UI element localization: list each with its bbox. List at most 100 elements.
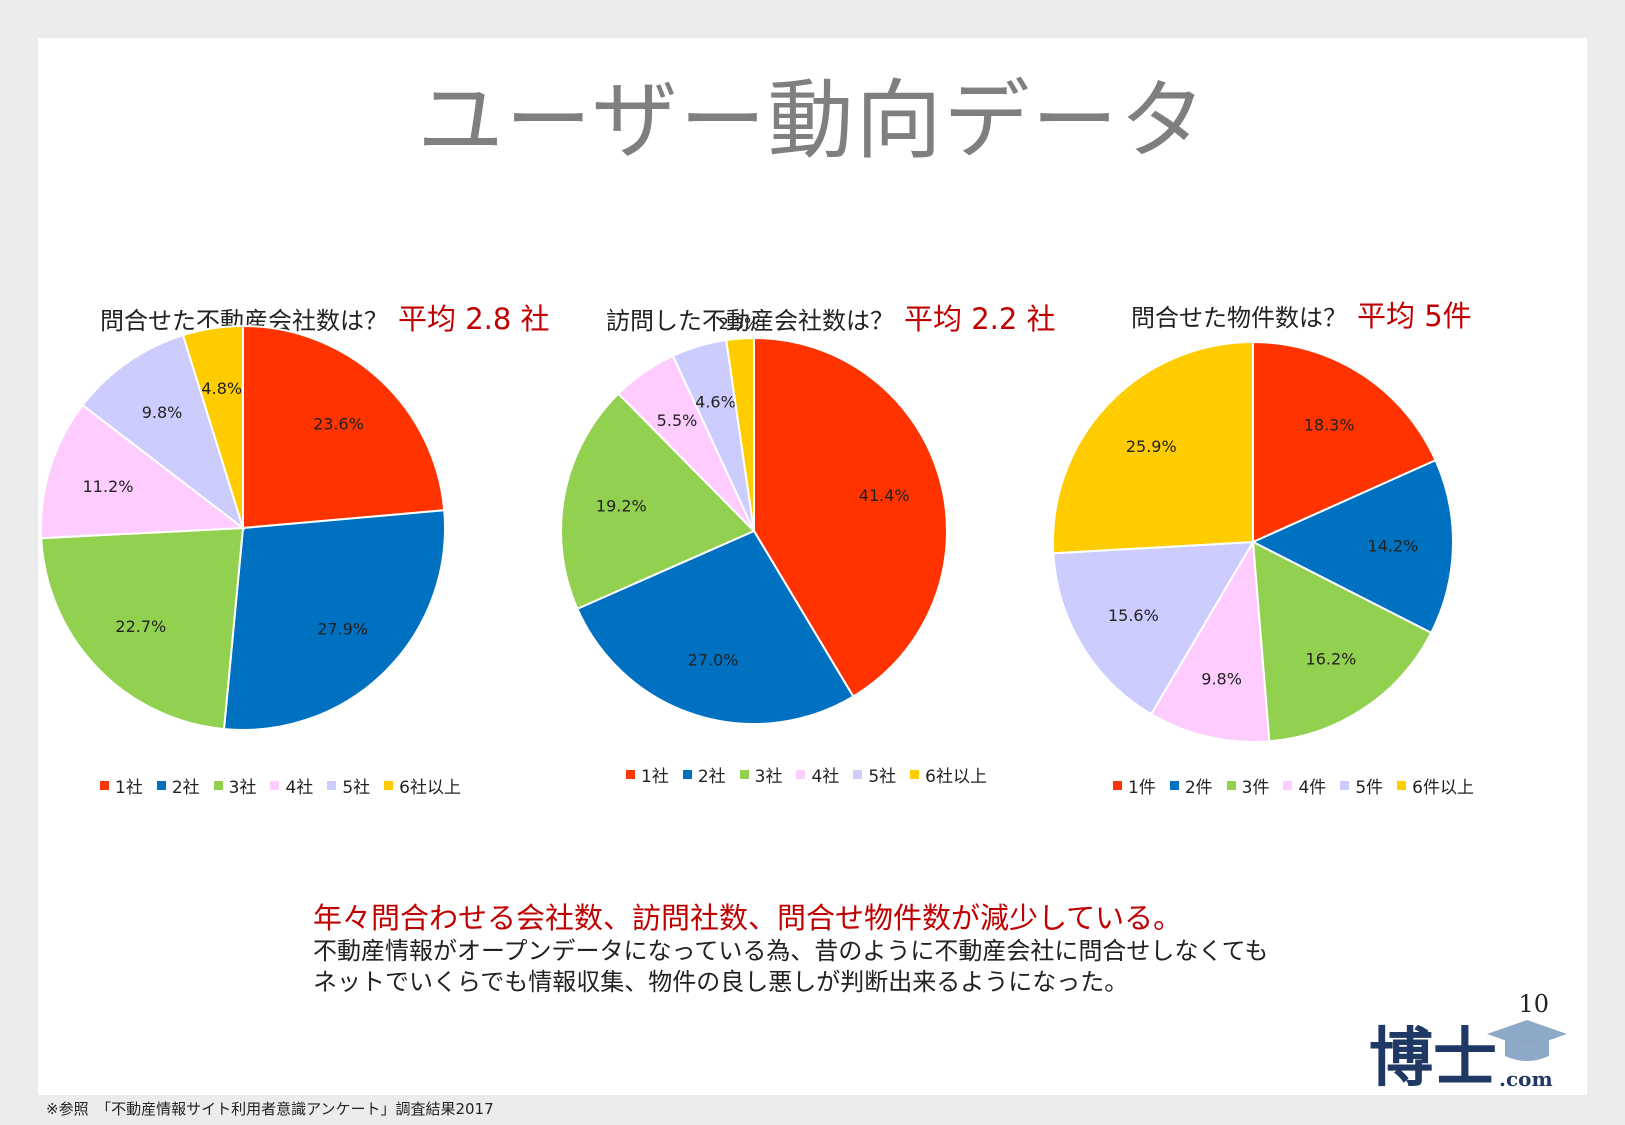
chart-3-slice-2 — [1250, 458, 1454, 635]
chart-2-legend-item-2: 2社 — [682, 762, 726, 787]
chart-1-slice-4 — [40, 403, 246, 540]
chart-2-data-label-6: 2.3% — [719, 314, 760, 333]
chart-2-legend-item-1: 1社 — [626, 762, 669, 787]
chart-1-legend-label-2: 2社 — [171, 778, 200, 798]
chart-1-data-label-2: 27.9% — [317, 619, 368, 638]
chart-1-average: 平均 2.8 社 — [398, 302, 550, 336]
chart-3-slice-4 — [1149, 538, 1271, 743]
chart-3-legend-item-4: 4件 — [1283, 773, 1326, 798]
chart-2-average: 平均 2.2 社 — [904, 302, 1056, 336]
chart-3-legend-label-6: 6件以上 — [1412, 778, 1474, 798]
chart-2-legend-swatch-6 — [910, 770, 920, 779]
chart-3-average: 平均 5件 — [1357, 299, 1472, 333]
chart-1-slice-6 — [181, 324, 244, 529]
chart-1-legend-swatch-2 — [156, 781, 166, 790]
chart-2-legend-swatch-2 — [682, 770, 692, 779]
chart-1-legend-swatch-5 — [327, 781, 337, 790]
chart-1-legend-swatch-4 — [270, 781, 280, 790]
chart-1-legend-swatch-6 — [384, 781, 394, 790]
chart-1-legend-label-1: 1社 — [115, 778, 143, 798]
chart-1-legend-item-5: 5社 — [327, 773, 370, 798]
chart-3-slice-1 — [1252, 340, 1437, 544]
chart-1-legend-item-2: 2社 — [156, 773, 200, 798]
chart-2-slice-3 — [560, 392, 756, 611]
chart-2-legend-swatch-1 — [626, 770, 635, 779]
chart-1-legend-swatch-1 — [100, 781, 109, 790]
chart-3-legend-swatch-3 — [1226, 781, 1236, 790]
chart-1-slice-2 — [222, 509, 446, 731]
chart-3-slice-5 — [1052, 540, 1255, 716]
chart-3-data-label-1: 18.3% — [1304, 416, 1355, 435]
chart-1-legend-item-3: 3社 — [213, 773, 256, 798]
chart-2-data-label-1: 41.4% — [859, 486, 910, 505]
chart-1-pie: 23.6% 27.9% 22.7% 11.2% 9.8% 4.8% — [40, 324, 446, 731]
chart-2-heading: 訪問した不動産会社数は？ 平均 2.2 社 — [606, 296, 1056, 338]
chart-3-legend-swatch-6 — [1397, 781, 1407, 790]
chart-2-legend-label-4: 4社 — [811, 767, 840, 787]
slide: ユーザー動向データ 問合せた不動産会社数は？ 平均 2.8 社 23.6% 27.9… — [38, 38, 1587, 1095]
page-number: 10 — [1518, 990, 1549, 1018]
chart-3-legend-label-3: 3件 — [1241, 778, 1270, 798]
chart-3-data-label-6: 25.9% — [1126, 437, 1177, 456]
chart-1-data-label-4: 11.2% — [83, 477, 134, 496]
chart-2-data-label-3: 19.2% — [596, 497, 647, 516]
chart-2-legend-item-5: 5社 — [853, 762, 896, 787]
hakase-com-logo: 博士 .com — [1369, 1020, 1567, 1090]
chart-2-legend-label-5: 5社 — [868, 767, 897, 787]
chart-2-legend-swatch-3 — [739, 770, 749, 779]
slide-title: ユーザー動向データ — [417, 71, 1208, 171]
chart-3-data-label-4: 9.8% — [1201, 669, 1242, 688]
chart-3-legend-label-4: 4件 — [1298, 778, 1327, 798]
chart-2-data-label-2: 27.0% — [688, 651, 739, 670]
chart-3-legend-label-2: 2件 — [1184, 778, 1213, 798]
chart-3-legend-label-5: 5件 — [1355, 778, 1384, 798]
chart-1-slice-1 — [242, 324, 446, 530]
chart-3-legend-item-1: 1件 — [1113, 773, 1156, 798]
summary-line-2: ネットでいくらでも情報収集、物件の良し悪しが判断出来るようになった。 — [313, 968, 1129, 996]
chart-3-heading: 問合せた物件数は？ 平均 5件 — [1131, 293, 1472, 335]
chart-1-slice-5 — [81, 333, 245, 531]
chart-3-slice-3 — [1251, 540, 1433, 743]
chart-1-legend-label-5: 5社 — [342, 778, 371, 798]
chart-1-legend-label-4: 4社 — [285, 778, 314, 798]
chart-3-legend-item-5: 5件 — [1340, 773, 1383, 798]
chart-3-legend-swatch-1 — [1113, 781, 1122, 790]
chart-2-slice-1 — [753, 336, 948, 698]
chart-1-data-label-3: 22.7% — [115, 617, 166, 636]
chart-3-legend-swatch-4 — [1283, 781, 1293, 790]
chart-2-data-label-5: 4.6% — [695, 393, 736, 412]
logo-suffix: .com — [1499, 1067, 1553, 1090]
chart-2-title: 訪問した不動産会社数は？ — [606, 307, 894, 335]
mortarboard-icon — [1487, 1020, 1567, 1061]
chart-2-legend-label-6: 6社以上 — [925, 767, 987, 787]
chart-2-legend-item-4: 4社 — [796, 762, 839, 787]
chart-3-legend: 1件 2件 3件 4件 5件 6件以上 — [1113, 773, 1474, 798]
chart-3-legend-item-2: 2件 — [1169, 773, 1213, 798]
chart-2-slice-6 — [725, 336, 755, 532]
chart-1-slice-3 — [40, 526, 245, 731]
chart-1-legend-label-6: 6社以上 — [399, 778, 461, 798]
chart-3-data-label-5: 15.6% — [1108, 606, 1159, 625]
chart-1-heading: 問合せた不動産会社数は？ 平均 2.8 社 — [100, 296, 550, 338]
chart-1-legend-item-6: 6社以上 — [384, 773, 461, 798]
chart-3-legend-label-1: 1件 — [1128, 778, 1156, 798]
summary: 年々問合わせる会社数、訪問社数、問合せ物件数が減少している。 不動産情報がオープ… — [313, 900, 1268, 998]
chart-1-data-label-5: 9.8% — [142, 403, 183, 422]
chart-2-legend: 1社 2社 3社 4社 5社 6社以上 — [626, 762, 987, 787]
logo-text: 博士 — [1369, 1021, 1497, 1090]
chart-3-legend-swatch-2 — [1169, 781, 1179, 790]
chart-1-legend-swatch-3 — [213, 781, 223, 790]
chart-3-data-label-3: 16.2% — [1306, 649, 1357, 668]
chart-2-legend-label-1: 1社 — [641, 767, 669, 787]
chart-3-title: 問合せた物件数は？ — [1131, 304, 1347, 332]
chart-2-legend-swatch-4 — [796, 770, 806, 779]
chart-3-slice-6 — [1052, 340, 1254, 555]
chart-1-data-label-6: 4.8% — [201, 379, 242, 398]
summary-headline: 年々問合わせる会社数、訪問社数、問合せ物件数が減少している。 — [313, 901, 1183, 935]
chart-1-legend: 1社 2社 3社 4社 5社 6社以上 — [100, 773, 461, 798]
chart-3-pie: 18.3% 14.2% 16.2% 9.8% 15.6% 25.9% — [1052, 340, 1454, 743]
chart-1-legend-item-1: 1社 — [100, 773, 143, 798]
chart-2-legend-label-3: 3社 — [754, 767, 783, 787]
chart-2-data-label-4: 5.5% — [657, 411, 698, 430]
chart-2-legend-item-3: 3社 — [739, 762, 783, 787]
